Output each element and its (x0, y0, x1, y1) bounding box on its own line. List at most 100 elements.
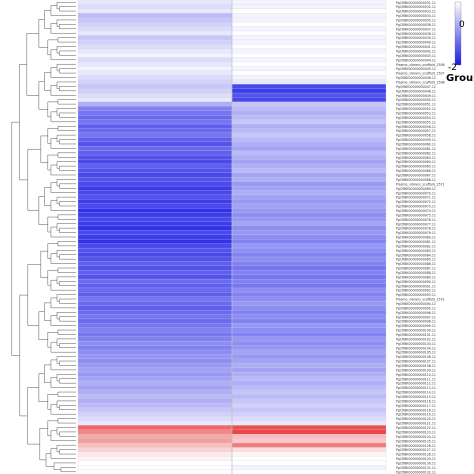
heatmap-cell (231, 318, 387, 324)
heatmap-cell (77, 429, 233, 435)
heatmap-cell (231, 177, 387, 183)
row-label: PgCfIBK00000000102.11 (396, 337, 436, 341)
heatmap-cell (231, 292, 387, 298)
row-label: PgCfIBK00000000067.11 (396, 174, 436, 178)
heatmap-cell (77, 416, 233, 422)
heatmap-cell (231, 26, 387, 32)
heatmap-cell (231, 119, 387, 125)
heatmap-cell (231, 53, 387, 59)
heatmap-cell (231, 0, 387, 5)
heatmap-cell (77, 376, 233, 382)
heatmap-cells (77, 0, 387, 474)
heatmap-cell (77, 17, 233, 23)
heatmap-cell (231, 447, 387, 453)
row-label: PgCfIBK00000000104.11 (396, 346, 436, 350)
heatmap-cell (77, 190, 233, 196)
row-label: PgCfIBK00000000089.11 (396, 275, 436, 279)
heatmap-cell (77, 332, 233, 338)
heatmap-cell (77, 371, 233, 377)
heatmap-cell (231, 17, 387, 23)
row-label: PgCfIBK00000000050.11 (396, 98, 436, 102)
heatmap-cell (77, 420, 233, 426)
heatmap-cell (231, 265, 387, 271)
row-label: Plasmo_vibrans_scaffold_1506 (396, 63, 445, 67)
row-label: PgCfIBK00000000072.11 (396, 200, 436, 204)
heatmap-cell (77, 79, 233, 85)
heatmap-cell (231, 278, 387, 284)
heatmap-cell (77, 216, 233, 222)
heatmap-cell (77, 442, 233, 448)
heatmap-cell (77, 243, 233, 249)
row-label: PgCfIBK00000000075.11 (396, 213, 436, 217)
heatmap-cell (231, 132, 387, 138)
heatmap-cell (231, 154, 387, 160)
row-label: PgCfIBK00000000063.11 (396, 156, 436, 160)
row-label: PgCfIBK00000000048.11 (396, 89, 436, 93)
heatmap-cell (77, 168, 233, 174)
heatmap-cell (231, 115, 387, 121)
heatmap-cell (231, 256, 387, 262)
heatmap-cell (231, 402, 387, 408)
color-legend: 0 -2 Group (446, 1, 474, 84)
heatmap-cell (231, 354, 387, 360)
row-label: PgCfIBK00000000093.11 (396, 293, 436, 297)
heatmap-cell (77, 53, 233, 59)
row-label: PgCfIBK00000000106.11 (396, 355, 436, 359)
row-label: PgCfIBK00000000103.11 (396, 342, 436, 346)
heatmap-cell (77, 225, 233, 231)
heatmap-cell (77, 256, 233, 262)
row-label: PgCfIBK00000000060.11 (396, 143, 436, 147)
row-label: PgCfIBK00000000108.11 (396, 364, 436, 368)
heatmap-cell (231, 92, 387, 98)
row-label: PgCfIBK00000000097.11 (396, 315, 436, 319)
heatmap-cell (231, 84, 387, 90)
row-label: PgCfIBK00000000085.11 (396, 258, 436, 262)
heatmap-cell (77, 61, 233, 67)
heatmap-cell (77, 0, 233, 5)
heatmap-cell (77, 283, 233, 289)
heatmap-cell (77, 212, 233, 218)
row-label: PgCfIBK00000000039.11 (396, 36, 436, 40)
heatmap-cell (77, 163, 233, 169)
heatmap-cell (77, 239, 233, 245)
row-label: PgCfIBK00000000065.11 (396, 165, 436, 169)
heatmap-cell (231, 221, 387, 227)
heatmap-cell (77, 208, 233, 214)
heatmap-cell (77, 75, 233, 81)
heatmap-cell (77, 101, 233, 107)
row-label: PgCfIBK00000000088.11 (396, 271, 436, 275)
heatmap-cell (231, 123, 387, 129)
heatmap-cell (77, 425, 233, 431)
row-label: PgCfIBK00000000087.11 (396, 267, 436, 271)
heatmap-cell (77, 44, 233, 50)
heatmap-cell (231, 376, 387, 382)
legend-color-bar (454, 1, 462, 66)
heatmap-cell (231, 243, 387, 249)
row-label: PgCfIBK00000000061.11 (396, 147, 436, 151)
heatmap-cell (231, 22, 387, 28)
heatmap-cell (231, 190, 387, 196)
heatmap-cell (77, 394, 233, 400)
heatmap-cell (77, 354, 233, 360)
heatmap-cell (231, 438, 387, 444)
row-label: PgCfIBK00000000124.11 (396, 435, 436, 439)
row-label: PgCfIBK00000000084.11 (396, 253, 436, 257)
heatmap-cell (231, 340, 387, 346)
heatmap-cell (77, 252, 233, 258)
row-label: PgCfIBK00000000107.11 (396, 360, 436, 364)
heatmap-cell (77, 203, 233, 209)
row-label: PgCfIBK00000000082.11 (396, 244, 436, 248)
heatmap-cell (231, 203, 387, 209)
row-label: PgCfIBK00000000069.11 (396, 187, 436, 191)
heatmap-cell (231, 128, 387, 134)
heatmap-cell (231, 185, 387, 191)
heatmap-cell (77, 181, 233, 187)
heatmap-cell (77, 309, 233, 315)
heatmap-cell (77, 296, 233, 302)
heatmap-cell (231, 75, 387, 81)
heatmap-cell (231, 181, 387, 187)
heatmap-cell (231, 456, 387, 462)
heatmap-cell (77, 172, 233, 178)
row-labels: PgCfIBK00000000031.11PgCfIBK00000000032.… (396, 1, 445, 474)
row-label: PgCfIBK00000000034.11 (396, 14, 436, 18)
